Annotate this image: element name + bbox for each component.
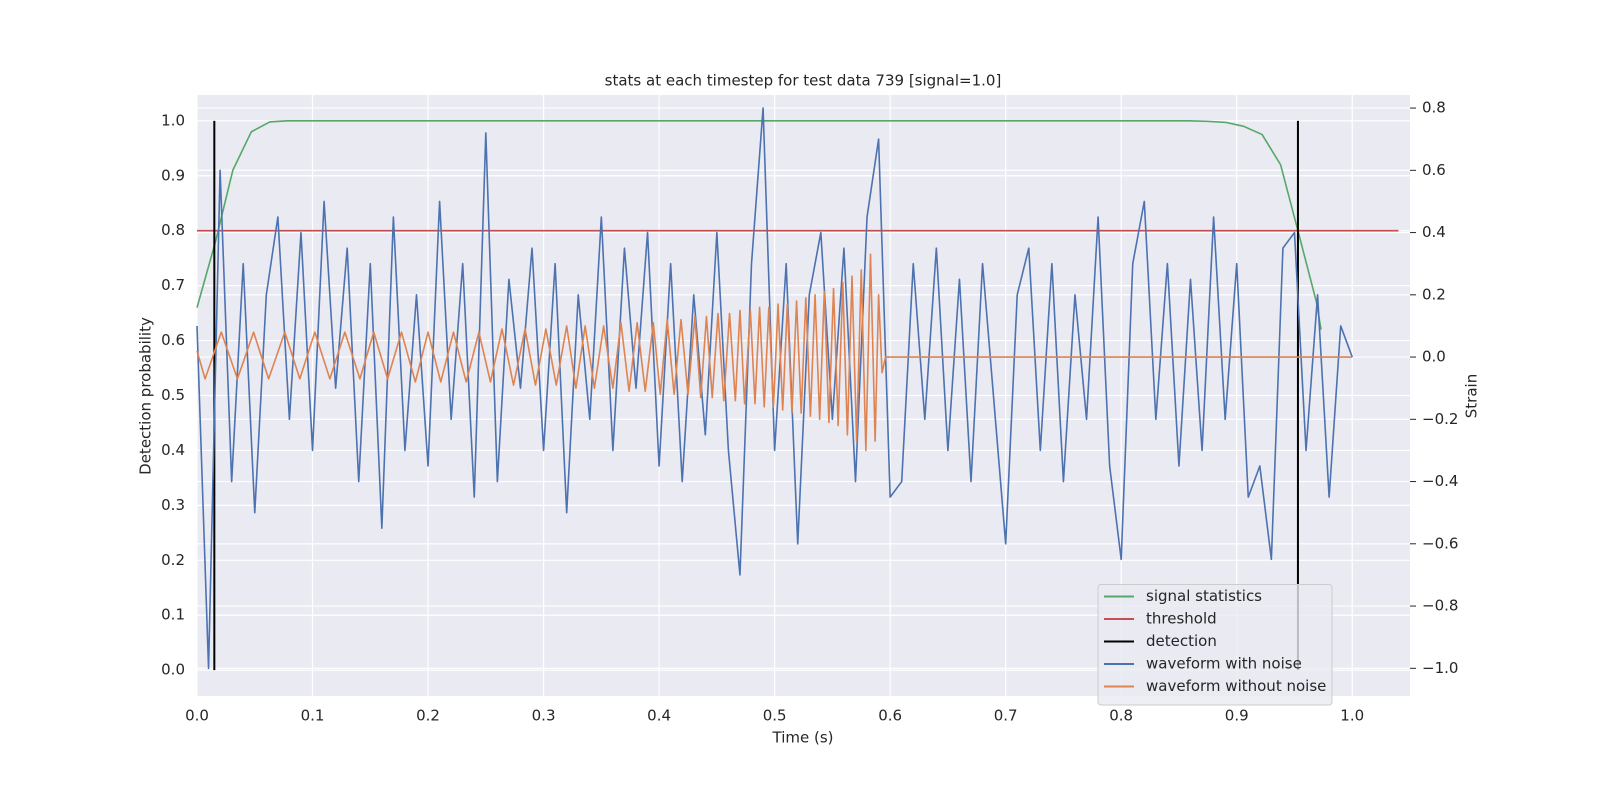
legend-label: threshold xyxy=(1146,610,1217,628)
y-tick-label: 0.7 xyxy=(161,276,185,294)
y2-tick-label: 0.6 xyxy=(1422,161,1446,179)
series-line xyxy=(196,253,1353,452)
y-tick-label: 1.0 xyxy=(161,111,185,129)
y2-tick-label: −0.2 xyxy=(1422,410,1458,428)
series-line xyxy=(196,107,1353,670)
lines xyxy=(196,107,1399,671)
x-tick-label: 1.0 xyxy=(1340,707,1364,725)
y2-axis-label: Strain xyxy=(1463,374,1481,418)
y2-tick-label: 0.4 xyxy=(1422,223,1446,241)
series-line xyxy=(196,120,1322,330)
x-tick-label: 0.1 xyxy=(301,707,325,725)
y2-tick-label: −0.6 xyxy=(1422,534,1458,552)
legend-box xyxy=(1097,584,1333,706)
y2-tick-label: 0.0 xyxy=(1422,348,1446,366)
y-tick-label: 0.2 xyxy=(161,551,185,569)
x-tick-label: 0.9 xyxy=(1225,707,1249,725)
x-tick-label: 0.3 xyxy=(532,707,556,725)
x-tick-label: 0.0 xyxy=(185,707,209,725)
y-tick-label: 0.4 xyxy=(161,441,185,459)
y-tick-label: 0.9 xyxy=(161,166,185,184)
legend-label: signal statistics xyxy=(1146,587,1262,605)
legend-label: waveform without noise xyxy=(1146,677,1326,695)
chart-title: stats at each timestep for test data 739… xyxy=(605,72,1002,90)
y2-tick-label: −0.8 xyxy=(1422,597,1458,615)
axes: 0.0 0.1 0.2 0.3 0.4 0.5 0.6 0.7 0.8 0.9 1.0 0.0 0.1 0… xyxy=(161,99,1458,725)
x-tick-label: 0.7 xyxy=(994,707,1018,725)
y-tick-label: 0.6 xyxy=(161,331,185,349)
y2-tick-label: −0.4 xyxy=(1422,472,1458,490)
y-tick-label: 0.1 xyxy=(161,606,185,624)
x-tick-label: 0.2 xyxy=(416,707,440,725)
legend: signal statistics threshold detection wavef… xyxy=(1097,584,1333,706)
legend-label: detection xyxy=(1146,632,1217,650)
legend-label: waveform with noise xyxy=(1146,655,1302,673)
x-axis-label: Time (s) xyxy=(772,729,834,747)
x-tick-label: 0.5 xyxy=(763,707,787,725)
y-axis-label: Detection probability xyxy=(137,317,155,475)
y2-tick-label: 0.2 xyxy=(1422,285,1446,303)
y-tick-label: 0.5 xyxy=(161,386,185,404)
y-tick-label: 0.3 xyxy=(161,496,185,514)
x-tick-label: 0.4 xyxy=(647,707,671,725)
y2-tick-label: −1.0 xyxy=(1422,659,1458,677)
y-tick-label: 0.8 xyxy=(161,221,185,239)
x-tick-label: 0.8 xyxy=(1109,707,1133,725)
y-tick-label: 0.0 xyxy=(161,661,185,679)
x-tick-label: 0.6 xyxy=(878,707,902,725)
y2-tick-label: 0.8 xyxy=(1422,99,1446,117)
